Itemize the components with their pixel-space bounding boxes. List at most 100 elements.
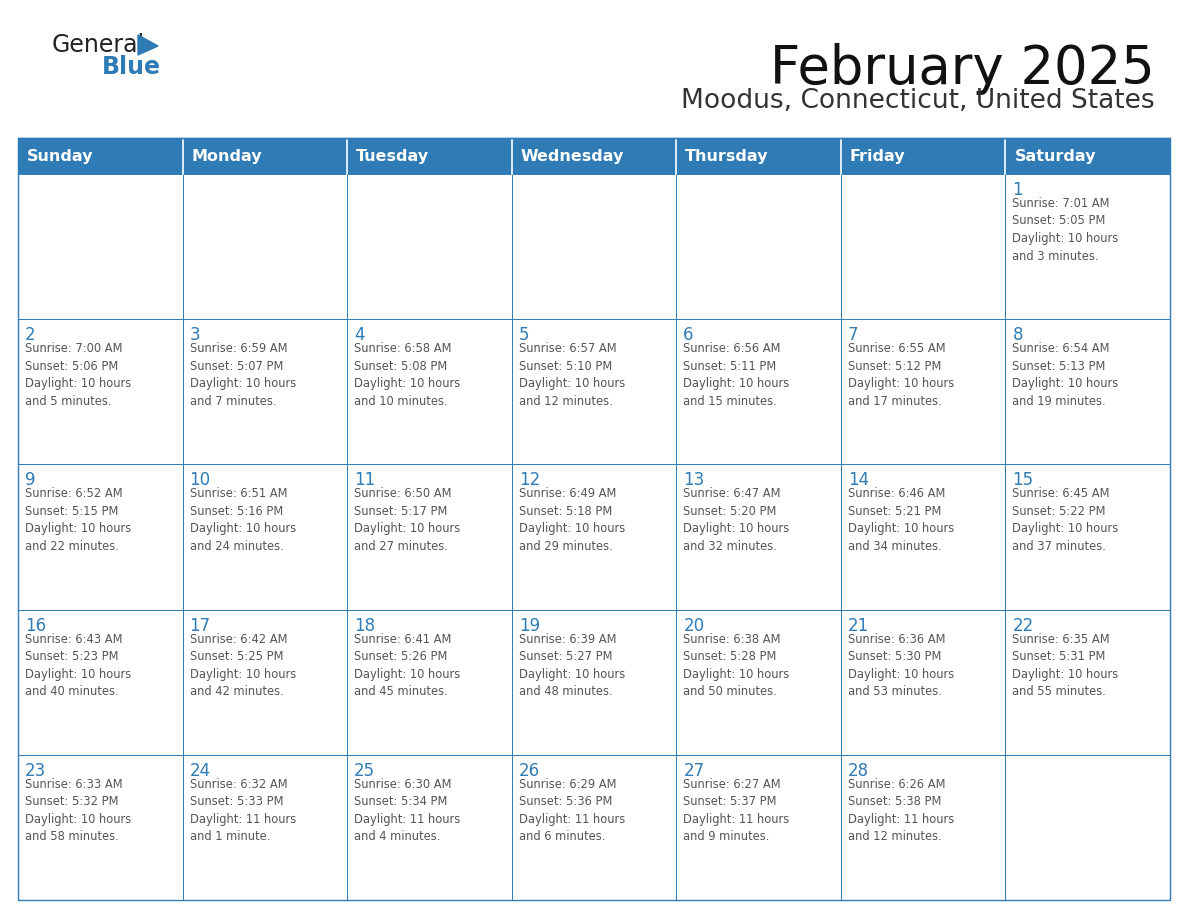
Text: Sunrise: 6:38 AM
Sunset: 5:28 PM
Daylight: 10 hours
and 50 minutes.: Sunrise: 6:38 AM Sunset: 5:28 PM Dayligh… bbox=[683, 633, 790, 698]
Text: 20: 20 bbox=[683, 617, 704, 634]
Text: 26: 26 bbox=[519, 762, 539, 779]
Bar bbox=[18, 755, 183, 900]
Text: Saturday: Saturday bbox=[1015, 149, 1095, 163]
Text: Sunrise: 6:52 AM
Sunset: 5:15 PM
Daylight: 10 hours
and 22 minutes.: Sunrise: 6:52 AM Sunset: 5:15 PM Dayligh… bbox=[25, 487, 131, 553]
Bar bbox=[18, 138, 183, 174]
Bar bbox=[183, 319, 347, 465]
Bar bbox=[1005, 138, 1170, 174]
Text: 10: 10 bbox=[190, 472, 210, 489]
Bar bbox=[347, 138, 512, 174]
Bar bbox=[347, 319, 512, 465]
Bar bbox=[18, 138, 1170, 900]
Bar bbox=[676, 610, 841, 755]
Text: Sunrise: 6:32 AM
Sunset: 5:33 PM
Daylight: 11 hours
and 1 minute.: Sunrise: 6:32 AM Sunset: 5:33 PM Dayligh… bbox=[190, 778, 296, 844]
Bar bbox=[1005, 465, 1170, 610]
Polygon shape bbox=[138, 35, 158, 55]
Bar bbox=[841, 610, 1005, 755]
Bar bbox=[1005, 755, 1170, 900]
Bar bbox=[512, 465, 676, 610]
Text: Sunrise: 7:00 AM
Sunset: 5:06 PM
Daylight: 10 hours
and 5 minutes.: Sunrise: 7:00 AM Sunset: 5:06 PM Dayligh… bbox=[25, 342, 131, 408]
Text: Sunrise: 6:30 AM
Sunset: 5:34 PM
Daylight: 11 hours
and 4 minutes.: Sunrise: 6:30 AM Sunset: 5:34 PM Dayligh… bbox=[354, 778, 461, 844]
Text: Sunrise: 6:59 AM
Sunset: 5:07 PM
Daylight: 10 hours
and 7 minutes.: Sunrise: 6:59 AM Sunset: 5:07 PM Dayligh… bbox=[190, 342, 296, 408]
Text: Sunrise: 6:35 AM
Sunset: 5:31 PM
Daylight: 10 hours
and 55 minutes.: Sunrise: 6:35 AM Sunset: 5:31 PM Dayligh… bbox=[1012, 633, 1119, 698]
Text: Sunrise: 6:55 AM
Sunset: 5:12 PM
Daylight: 10 hours
and 17 minutes.: Sunrise: 6:55 AM Sunset: 5:12 PM Dayligh… bbox=[848, 342, 954, 408]
Bar bbox=[183, 138, 347, 174]
Text: Sunrise: 6:56 AM
Sunset: 5:11 PM
Daylight: 10 hours
and 15 minutes.: Sunrise: 6:56 AM Sunset: 5:11 PM Dayligh… bbox=[683, 342, 790, 408]
Bar bbox=[1005, 319, 1170, 465]
Text: Sunrise: 6:51 AM
Sunset: 5:16 PM
Daylight: 10 hours
and 24 minutes.: Sunrise: 6:51 AM Sunset: 5:16 PM Dayligh… bbox=[190, 487, 296, 553]
Text: General: General bbox=[52, 33, 145, 57]
Text: 7: 7 bbox=[848, 326, 859, 344]
Text: 11: 11 bbox=[354, 472, 375, 489]
Bar bbox=[676, 138, 841, 174]
Bar bbox=[183, 174, 347, 319]
Text: Sunrise: 6:57 AM
Sunset: 5:10 PM
Daylight: 10 hours
and 12 minutes.: Sunrise: 6:57 AM Sunset: 5:10 PM Dayligh… bbox=[519, 342, 625, 408]
Bar bbox=[676, 319, 841, 465]
Text: 8: 8 bbox=[1012, 326, 1023, 344]
Text: 6: 6 bbox=[683, 326, 694, 344]
Bar bbox=[183, 610, 347, 755]
Text: 21: 21 bbox=[848, 617, 870, 634]
Bar bbox=[183, 755, 347, 900]
Text: Sunrise: 6:29 AM
Sunset: 5:36 PM
Daylight: 11 hours
and 6 minutes.: Sunrise: 6:29 AM Sunset: 5:36 PM Dayligh… bbox=[519, 778, 625, 844]
Text: Sunrise: 6:27 AM
Sunset: 5:37 PM
Daylight: 11 hours
and 9 minutes.: Sunrise: 6:27 AM Sunset: 5:37 PM Dayligh… bbox=[683, 778, 790, 844]
Text: 18: 18 bbox=[354, 617, 375, 634]
Bar bbox=[347, 465, 512, 610]
Text: Sunrise: 7:01 AM
Sunset: 5:05 PM
Daylight: 10 hours
and 3 minutes.: Sunrise: 7:01 AM Sunset: 5:05 PM Dayligh… bbox=[1012, 197, 1119, 263]
Bar bbox=[841, 465, 1005, 610]
Bar bbox=[676, 174, 841, 319]
Bar bbox=[183, 465, 347, 610]
Text: 3: 3 bbox=[190, 326, 201, 344]
Bar bbox=[512, 610, 676, 755]
Text: 16: 16 bbox=[25, 617, 46, 634]
Text: Sunrise: 6:39 AM
Sunset: 5:27 PM
Daylight: 10 hours
and 48 minutes.: Sunrise: 6:39 AM Sunset: 5:27 PM Dayligh… bbox=[519, 633, 625, 698]
Text: 4: 4 bbox=[354, 326, 365, 344]
Bar bbox=[841, 319, 1005, 465]
Bar bbox=[347, 174, 512, 319]
Text: 23: 23 bbox=[25, 762, 46, 779]
Text: 15: 15 bbox=[1012, 472, 1034, 489]
Text: 19: 19 bbox=[519, 617, 539, 634]
Text: February 2025: February 2025 bbox=[770, 43, 1155, 95]
Bar bbox=[18, 610, 183, 755]
Text: 25: 25 bbox=[354, 762, 375, 779]
Text: 2: 2 bbox=[25, 326, 36, 344]
Text: Sunrise: 6:58 AM
Sunset: 5:08 PM
Daylight: 10 hours
and 10 minutes.: Sunrise: 6:58 AM Sunset: 5:08 PM Dayligh… bbox=[354, 342, 461, 408]
Text: Sunrise: 6:36 AM
Sunset: 5:30 PM
Daylight: 10 hours
and 53 minutes.: Sunrise: 6:36 AM Sunset: 5:30 PM Dayligh… bbox=[848, 633, 954, 698]
Bar bbox=[18, 465, 183, 610]
Text: Blue: Blue bbox=[102, 55, 162, 79]
Text: Sunrise: 6:54 AM
Sunset: 5:13 PM
Daylight: 10 hours
and 19 minutes.: Sunrise: 6:54 AM Sunset: 5:13 PM Dayligh… bbox=[1012, 342, 1119, 408]
Text: 12: 12 bbox=[519, 472, 541, 489]
Text: 13: 13 bbox=[683, 472, 704, 489]
Bar bbox=[512, 755, 676, 900]
Text: Sunrise: 6:47 AM
Sunset: 5:20 PM
Daylight: 10 hours
and 32 minutes.: Sunrise: 6:47 AM Sunset: 5:20 PM Dayligh… bbox=[683, 487, 790, 553]
Text: 14: 14 bbox=[848, 472, 868, 489]
Text: Sunrise: 6:49 AM
Sunset: 5:18 PM
Daylight: 10 hours
and 29 minutes.: Sunrise: 6:49 AM Sunset: 5:18 PM Dayligh… bbox=[519, 487, 625, 553]
Text: Sunrise: 6:42 AM
Sunset: 5:25 PM
Daylight: 10 hours
and 42 minutes.: Sunrise: 6:42 AM Sunset: 5:25 PM Dayligh… bbox=[190, 633, 296, 698]
Bar bbox=[1005, 174, 1170, 319]
Text: 9: 9 bbox=[25, 472, 36, 489]
Text: Sunday: Sunday bbox=[27, 149, 94, 163]
Bar bbox=[347, 755, 512, 900]
Text: 27: 27 bbox=[683, 762, 704, 779]
Text: 1: 1 bbox=[1012, 181, 1023, 199]
Bar bbox=[676, 465, 841, 610]
Text: 24: 24 bbox=[190, 762, 210, 779]
Text: Sunrise: 6:46 AM
Sunset: 5:21 PM
Daylight: 10 hours
and 34 minutes.: Sunrise: 6:46 AM Sunset: 5:21 PM Dayligh… bbox=[848, 487, 954, 553]
Bar bbox=[18, 319, 183, 465]
Text: Sunrise: 6:43 AM
Sunset: 5:23 PM
Daylight: 10 hours
and 40 minutes.: Sunrise: 6:43 AM Sunset: 5:23 PM Dayligh… bbox=[25, 633, 131, 698]
Bar bbox=[841, 174, 1005, 319]
Text: 22: 22 bbox=[1012, 617, 1034, 634]
Bar bbox=[841, 138, 1005, 174]
Bar bbox=[347, 610, 512, 755]
Text: Friday: Friday bbox=[849, 149, 905, 163]
Text: Monday: Monday bbox=[191, 149, 263, 163]
Text: Thursday: Thursday bbox=[685, 149, 769, 163]
Text: Sunrise: 6:50 AM
Sunset: 5:17 PM
Daylight: 10 hours
and 27 minutes.: Sunrise: 6:50 AM Sunset: 5:17 PM Dayligh… bbox=[354, 487, 461, 553]
Text: Sunrise: 6:33 AM
Sunset: 5:32 PM
Daylight: 10 hours
and 58 minutes.: Sunrise: 6:33 AM Sunset: 5:32 PM Dayligh… bbox=[25, 778, 131, 844]
Text: Sunrise: 6:41 AM
Sunset: 5:26 PM
Daylight: 10 hours
and 45 minutes.: Sunrise: 6:41 AM Sunset: 5:26 PM Dayligh… bbox=[354, 633, 461, 698]
Text: Wednesday: Wednesday bbox=[520, 149, 624, 163]
Text: Moodus, Connecticut, United States: Moodus, Connecticut, United States bbox=[682, 88, 1155, 114]
Bar bbox=[676, 755, 841, 900]
Text: 5: 5 bbox=[519, 326, 529, 344]
